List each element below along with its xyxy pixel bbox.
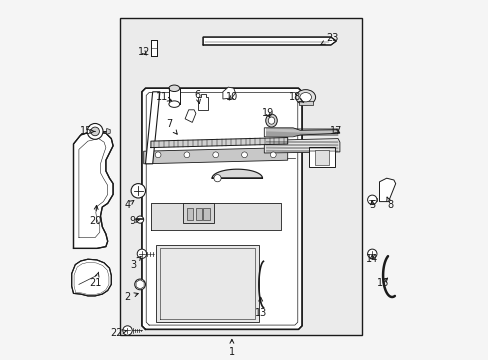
Polygon shape	[168, 88, 179, 104]
Polygon shape	[264, 139, 339, 153]
Text: 15: 15	[80, 126, 95, 136]
Text: 21: 21	[89, 272, 101, 288]
Ellipse shape	[268, 117, 274, 124]
Text: 9: 9	[130, 216, 139, 226]
Text: 12: 12	[137, 47, 150, 57]
Polygon shape	[73, 131, 113, 248]
Text: 18: 18	[288, 92, 303, 103]
Ellipse shape	[168, 101, 179, 107]
Text: 4: 4	[124, 200, 134, 210]
Bar	[120, 18, 361, 335]
Polygon shape	[223, 87, 235, 99]
Ellipse shape	[265, 114, 277, 127]
Ellipse shape	[168, 85, 179, 91]
Polygon shape	[212, 169, 262, 178]
Polygon shape	[203, 37, 336, 45]
Polygon shape	[314, 150, 328, 165]
Polygon shape	[198, 94, 208, 110]
Circle shape	[137, 249, 146, 258]
Circle shape	[131, 184, 145, 198]
Polygon shape	[168, 87, 179, 105]
Circle shape	[91, 127, 99, 136]
Circle shape	[367, 249, 376, 258]
Circle shape	[183, 152, 189, 158]
Polygon shape	[203, 208, 209, 220]
Text: 22: 22	[110, 328, 126, 338]
Bar	[309, 147, 335, 167]
Circle shape	[213, 175, 221, 182]
Text: 7: 7	[165, 119, 177, 134]
Polygon shape	[151, 40, 157, 56]
Polygon shape	[185, 110, 196, 122]
Text: 3: 3	[130, 256, 141, 270]
Text: 14: 14	[366, 254, 378, 264]
Text: 16: 16	[376, 278, 388, 288]
Polygon shape	[196, 208, 202, 220]
Circle shape	[270, 152, 276, 158]
Circle shape	[367, 195, 376, 204]
Circle shape	[87, 123, 103, 139]
Polygon shape	[72, 259, 111, 296]
Polygon shape	[151, 138, 287, 148]
Circle shape	[136, 216, 143, 223]
Polygon shape	[151, 203, 280, 230]
Circle shape	[241, 152, 247, 158]
Text: 17: 17	[329, 126, 342, 136]
Text: 8: 8	[386, 197, 392, 210]
Text: 10: 10	[225, 92, 238, 102]
Polygon shape	[142, 88, 302, 329]
Polygon shape	[183, 203, 213, 223]
Ellipse shape	[295, 90, 315, 105]
Polygon shape	[298, 101, 312, 105]
Text: 5: 5	[368, 200, 375, 210]
Circle shape	[122, 326, 132, 335]
Polygon shape	[145, 92, 160, 164]
Text: 2: 2	[124, 292, 138, 302]
Polygon shape	[143, 148, 287, 164]
Circle shape	[212, 152, 218, 158]
Text: 13: 13	[254, 297, 266, 318]
Polygon shape	[156, 245, 258, 322]
Text: 19: 19	[261, 108, 273, 118]
Ellipse shape	[299, 93, 311, 102]
Text: 6: 6	[194, 90, 201, 104]
Text: 20: 20	[89, 206, 101, 226]
Text: 1: 1	[228, 339, 234, 357]
Circle shape	[155, 152, 161, 158]
Text: 11: 11	[155, 92, 171, 102]
Polygon shape	[264, 128, 339, 137]
Polygon shape	[106, 129, 110, 134]
Polygon shape	[379, 178, 395, 202]
Circle shape	[134, 279, 145, 290]
Polygon shape	[186, 208, 193, 220]
Text: 23: 23	[320, 33, 338, 45]
